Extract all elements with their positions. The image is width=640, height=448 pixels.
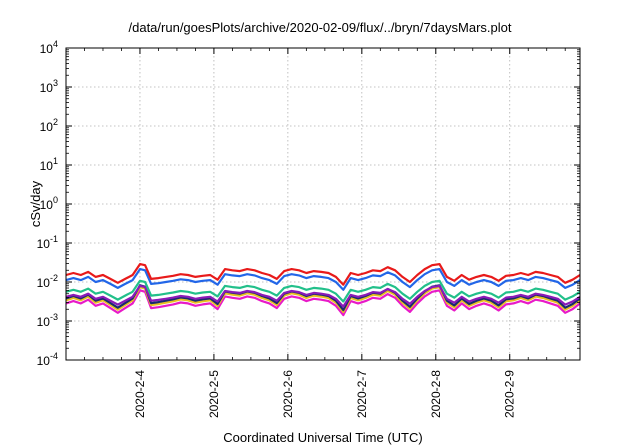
y-tick-label: 102 [40,117,58,134]
y-tick-label-base: 10 [40,198,54,212]
grid-layer [66,48,580,360]
y-tick-label-base: 10 [40,81,54,95]
y-tick-label-base: 10 [40,159,54,173]
x-tick-label: 2020-2-8 [429,370,443,418]
y-tick-label-base: 10 [40,120,54,134]
series-layer [65,263,581,317]
y-tick-label-base: 10 [37,354,51,368]
y-tick-label: 10-2 [37,273,58,290]
y-tick-label-base: 10 [37,237,51,251]
y-tick-label: 104 [40,39,58,56]
x-tick-label: 2020-2-4 [133,370,147,418]
series-line [65,284,581,308]
y-tick-label-exponent: -4 [50,351,58,361]
y-tick-label-exponent: -1 [50,234,58,244]
y-tick-label-base: 10 [37,276,51,290]
y-tick-label-base: 10 [37,315,51,329]
y-tick-label-base: 10 [40,42,54,56]
series-line [65,279,581,303]
y-tick-label: 101 [40,156,58,173]
x-tick-label: 2020-2-6 [281,370,295,418]
x-tick-label: 2020-2-5 [207,370,221,418]
y-tick-label-exponent: 0 [53,195,58,205]
y-tick-label-exponent: -3 [50,312,58,322]
x-tick-label: 2020-2-9 [503,370,517,418]
y-tick-label: 10-1 [37,234,58,251]
y-tick-label: 10-3 [37,312,58,329]
y-tick-label: 100 [40,195,58,212]
y-tick-label-exponent: 4 [53,39,58,49]
y-tick-label: 10-4 [37,351,58,368]
tick-layer [66,47,580,361]
chart-title: /data/run/goesPlots/archive/2020-02-09/f… [128,20,512,35]
series-line [65,263,581,286]
y-axis-label: cSv/day [28,180,43,227]
series-line [65,268,581,291]
y-tick-label-exponent: 2 [53,117,58,127]
x-axis-label: Coordinated Universal Time (UTC) [223,430,422,445]
y-tick-label-exponent: 3 [53,78,58,88]
y-tick-label: 103 [40,78,58,95]
y-tick-label-exponent: 1 [53,156,58,166]
x-tick-label: 2020-2-7 [355,370,369,418]
y-tick-label-exponent: -2 [50,273,58,283]
